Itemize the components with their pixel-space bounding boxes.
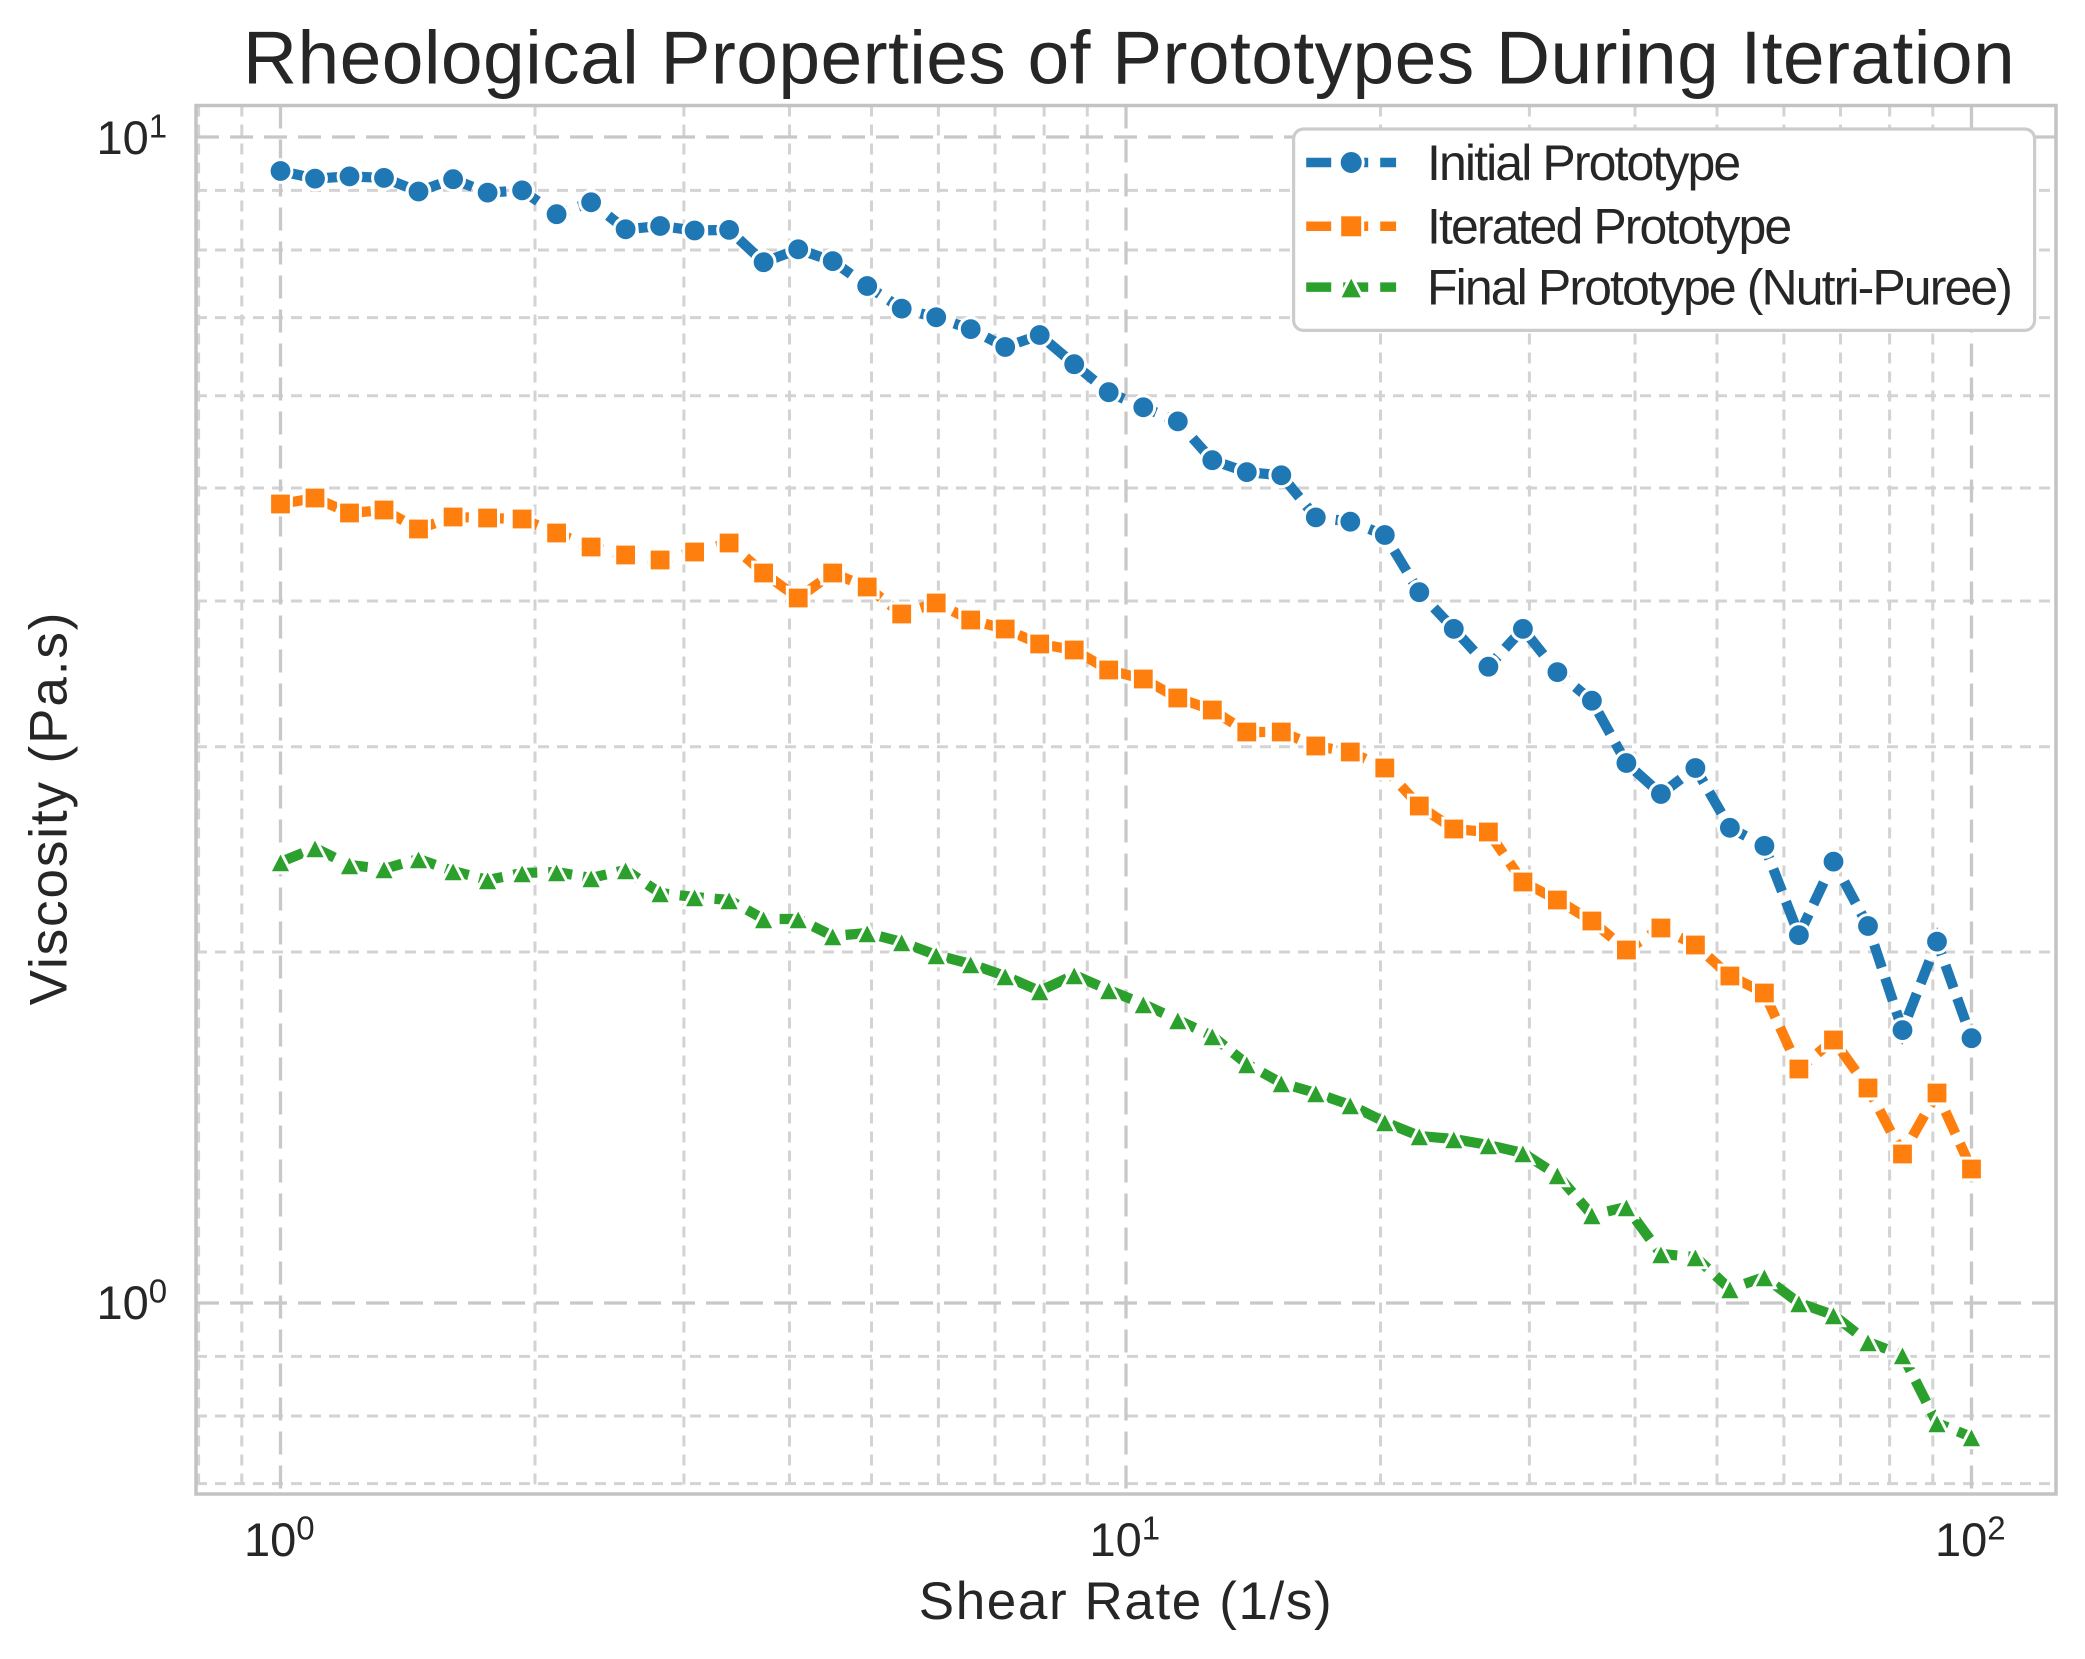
svg-text:Shear Rate (1/s): Shear Rate (1/s) xyxy=(919,1572,1333,1631)
svg-text:Final Prototype (Nutri-Puree): Final Prototype (Nutri-Puree) xyxy=(1427,259,2011,315)
svg-text:Initial Prototype: Initial Prototype xyxy=(1427,135,1739,191)
svg-text:Rheological Properties of Prot: Rheological Properties of Prototypes Dur… xyxy=(243,16,2015,100)
svg-text:Viscosity (Pa.s): Viscosity (Pa.s) xyxy=(20,611,79,1006)
svg-text:Iterated Prototype: Iterated Prototype xyxy=(1427,199,1790,255)
